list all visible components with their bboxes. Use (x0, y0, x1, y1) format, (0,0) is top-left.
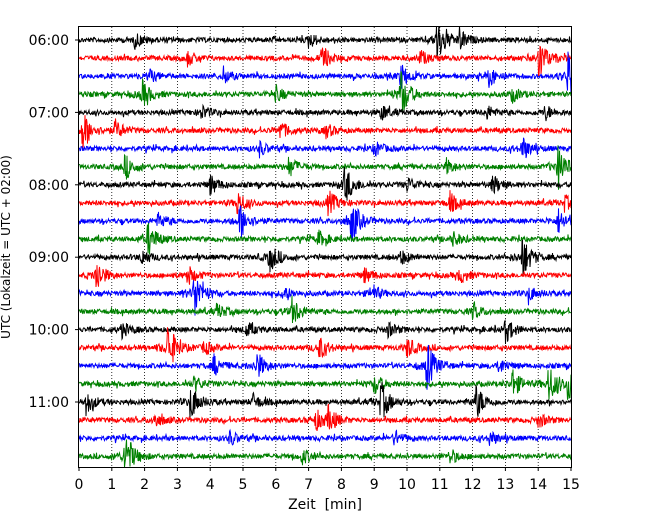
trace-0915 (79, 265, 571, 287)
x-tick-label: 13 (496, 477, 514, 493)
x-tick-label: 2 (140, 477, 149, 493)
x-axis-label: Zeit [min] (288, 497, 362, 513)
trace-0715 (79, 115, 571, 150)
grid-layer (111, 27, 539, 467)
x-tick-label: 4 (206, 477, 215, 493)
x-tick-label: 10 (398, 477, 416, 493)
trace-layer (79, 27, 571, 467)
y-tick-label: 09:00 (29, 250, 69, 266)
trace-1030 (79, 344, 571, 390)
x-tick-label: 12 (464, 477, 482, 493)
trace-0630 (79, 51, 571, 94)
x-tick-label: 3 (173, 477, 182, 493)
trace-1100 (79, 382, 571, 419)
y-tick-label: 06:00 (29, 33, 69, 49)
trace-0700 (79, 103, 571, 122)
x-tick-label: 7 (304, 477, 313, 493)
trace-0615 (79, 45, 571, 77)
x-tick-label: 9 (370, 477, 379, 493)
trace-0600 (79, 27, 571, 57)
x-tick-label: 1 (107, 477, 116, 493)
trace-0930 (79, 280, 571, 316)
trace-1045 (79, 369, 571, 401)
y-tick-label: 11:00 (29, 395, 69, 411)
trace-0945 (79, 295, 571, 323)
trace-0845 (79, 222, 571, 255)
trace-0830 (79, 205, 571, 242)
trace-1145 (79, 439, 571, 467)
y-axis-label: UTC (Lokalzeit = UTC + 02:00) (0, 155, 13, 339)
x-tick-label: 5 (239, 477, 248, 493)
y-tick-label: 07:00 (29, 105, 69, 121)
trace-1115 (79, 403, 571, 432)
trace-0745 (79, 145, 571, 190)
trace-0730 (79, 137, 571, 159)
x-axis: 0 1 2 3 4 5 6 7 8 9 10 11 12 13 14 15 (75, 467, 580, 493)
trace-0815 (79, 190, 571, 217)
trace-1130 (79, 428, 571, 446)
trace-1015 (79, 327, 571, 363)
trace-0900 (79, 239, 571, 276)
y-tick-label: 08:00 (29, 178, 69, 194)
x-tick-label: 6 (271, 477, 280, 493)
x-tick-label: 14 (529, 477, 547, 493)
y-tick-label: 10:00 (29, 323, 69, 339)
x-tick-label: 15 (562, 477, 580, 493)
plot-frame (78, 26, 572, 468)
trace-1000 (79, 318, 571, 345)
x-tick-label: 0 (75, 477, 84, 493)
x-tick-label: 11 (431, 477, 449, 493)
trace-0645 (79, 71, 571, 112)
trace-0800 (79, 166, 571, 201)
x-tick-label: 8 (337, 477, 346, 493)
y-axis: 06:00 07:00 08:00 09:00 10:00 11:00 (29, 33, 79, 411)
